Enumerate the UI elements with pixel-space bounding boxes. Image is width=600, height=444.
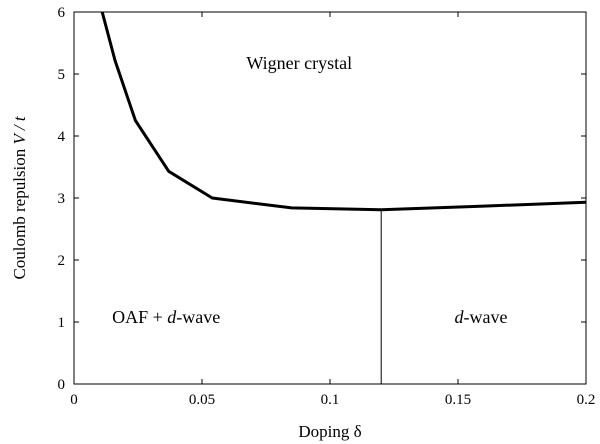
y-tick-label: 4 [58,129,66,145]
x-tick-label: 0 [70,392,78,408]
region-label-oaf: OAF + d-wave [112,307,220,327]
region-label-dwave: d-wave [455,307,508,327]
tick-labels: 0 0.05 0.1 0.15 0.2 0 1 2 3 4 5 6 [58,5,596,408]
phase-boundary-curve [100,11,587,212]
y-axis-title: Coulomb repulsion V / t [10,115,29,279]
y-tick-label: 1 [58,315,66,331]
series-layer [100,11,587,384]
y-tick-label: 0 [58,377,66,393]
x-tick-label: 0.1 [321,392,340,408]
y-tick-label: 3 [58,191,66,207]
x-tick-label: 0.15 [445,392,471,408]
y-axis-title-variable: V / t [10,115,29,144]
y-tick-label: 2 [58,253,66,269]
region-label-wigner: Wigner crystal [246,53,352,73]
x-tick-label: 0.2 [577,392,596,408]
x-tick-label: 0.05 [189,392,215,408]
y-axis-title-main: Coulomb repulsion [10,144,29,279]
axis-ticks [73,11,587,385]
y-tick-label: 5 [58,67,66,83]
x-axis-title: Doping δ [298,422,361,441]
y-tick-label: 6 [58,5,66,21]
region-labels: Wigner crystal OAF + d-wave d-wave [112,53,507,327]
